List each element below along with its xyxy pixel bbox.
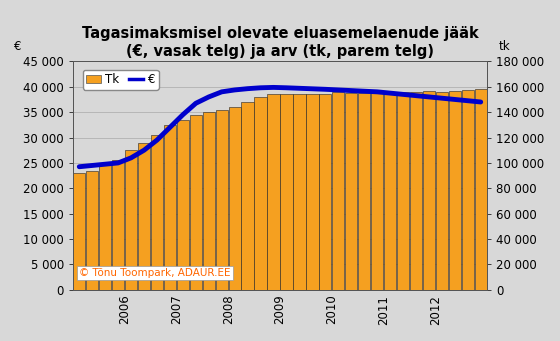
Bar	[112, 160, 124, 290]
Bar	[332, 92, 344, 290]
Bar	[384, 92, 396, 290]
Bar	[461, 90, 474, 290]
Text: © Tõnu Toompark, ADAUR.EE: © Tõnu Toompark, ADAUR.EE	[79, 268, 231, 278]
Bar	[73, 173, 86, 290]
Bar	[293, 94, 306, 290]
Bar	[125, 150, 137, 290]
Bar	[228, 107, 241, 290]
Bar	[190, 115, 202, 290]
Text: €: €	[15, 40, 22, 53]
Bar	[397, 92, 409, 290]
Bar	[358, 93, 370, 290]
Bar	[474, 89, 487, 290]
Bar	[151, 135, 163, 290]
Bar	[177, 120, 189, 290]
Bar	[164, 125, 176, 290]
Bar	[306, 94, 319, 290]
Bar	[436, 92, 448, 290]
Text: tk: tk	[498, 40, 510, 53]
Bar	[345, 93, 357, 290]
Bar	[449, 91, 461, 290]
Bar	[423, 91, 435, 290]
Bar	[216, 109, 228, 290]
Bar	[86, 170, 99, 290]
Bar	[138, 143, 150, 290]
Bar	[241, 102, 254, 290]
Bar	[319, 94, 332, 290]
Bar	[99, 165, 111, 290]
Legend: Tk, €: Tk, €	[83, 70, 159, 90]
Bar	[371, 93, 383, 290]
Bar	[267, 94, 279, 290]
Bar	[281, 94, 293, 290]
Bar	[254, 97, 267, 290]
Bar	[203, 112, 215, 290]
Title: Tagasimaksmisel olevate eluasemelaenude jääk
(€, vasak telg) ja arv (tk, parem t: Tagasimaksmisel olevate eluasemelaenude …	[82, 26, 478, 59]
Bar	[410, 92, 422, 290]
